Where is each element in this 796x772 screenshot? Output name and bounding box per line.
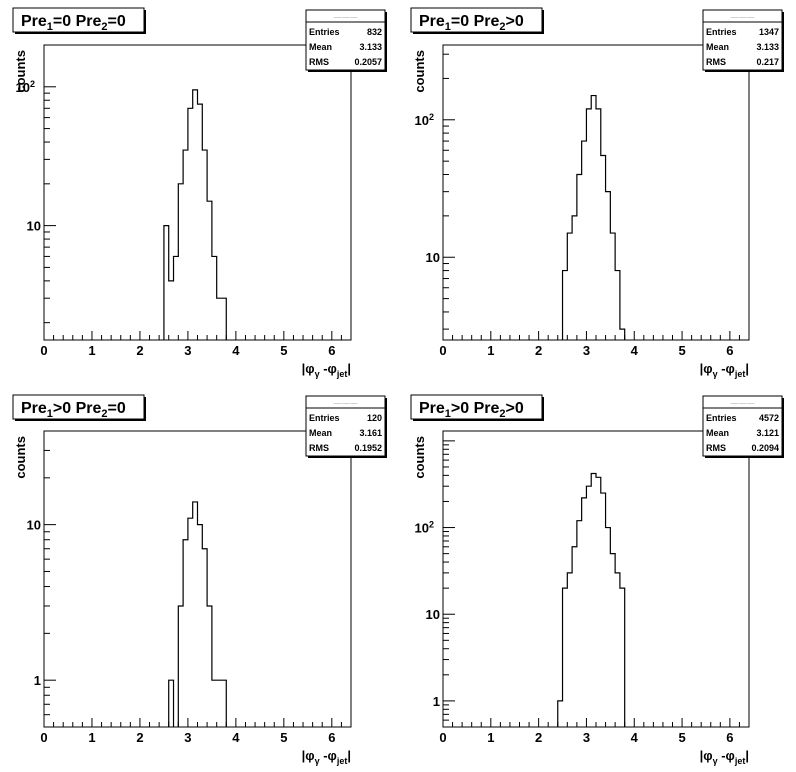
stats-key: RMS bbox=[706, 443, 726, 453]
stats-name: -------- ------- ------- bbox=[731, 15, 755, 19]
stats-value: 120 bbox=[367, 413, 382, 423]
x-tick-label: 6 bbox=[328, 730, 335, 745]
y-tick-label: 102 bbox=[415, 112, 434, 128]
plot-frame bbox=[43, 44, 352, 341]
stats-box bbox=[702, 395, 783, 457]
x-axis-label: |φγ -φjet| bbox=[302, 748, 351, 766]
y-tick-label: 10 bbox=[426, 607, 440, 622]
histogram-series bbox=[561, 94, 626, 340]
histogram-panel-2: 0 1 2 3 4 5 6 10 102 counts |φγ -φjet| Pre1=0 Pre2>… bbox=[410, 7, 784, 379]
x-tick-label: 1 bbox=[487, 730, 494, 745]
stats-value: 3.161 bbox=[359, 428, 382, 438]
stats-key: Entries bbox=[706, 27, 737, 37]
x-tick-label: 0 bbox=[40, 343, 47, 358]
x-axis-label: |φγ -φjet| bbox=[302, 361, 351, 379]
x-tick-label: 3 bbox=[184, 343, 191, 358]
y-tick-label: 10 bbox=[27, 219, 41, 234]
x-tick-label: 4 bbox=[631, 730, 639, 745]
stats-value: 1347 bbox=[759, 27, 779, 37]
stats-key: RMS bbox=[309, 57, 329, 67]
x-tick-label: 2 bbox=[136, 343, 143, 358]
y-tick-label: 1 bbox=[433, 694, 440, 709]
plot-frame bbox=[442, 44, 750, 341]
x-tick-label: 1 bbox=[487, 343, 494, 358]
stats-box bbox=[305, 395, 386, 457]
x-axis-label: |φγ -φjet| bbox=[700, 748, 749, 766]
panel-title: Pre1=0 Pre2=0 bbox=[21, 13, 126, 33]
x-tick-label: 5 bbox=[280, 343, 287, 358]
x-axis-label: |φγ -φjet| bbox=[700, 361, 749, 379]
stats-key: Entries bbox=[706, 413, 737, 423]
y-tick-label: 10 bbox=[426, 250, 440, 265]
x-tick-label: 2 bbox=[535, 730, 542, 745]
histogram-series bbox=[557, 472, 626, 727]
stats-value: 3.121 bbox=[756, 428, 779, 438]
stats-key: RMS bbox=[706, 57, 726, 67]
y-tick-label: 102 bbox=[415, 520, 434, 536]
title-box bbox=[12, 394, 145, 420]
x-tick-label: 6 bbox=[328, 343, 335, 358]
title-box bbox=[12, 7, 145, 33]
stats-value: 3.133 bbox=[756, 42, 779, 52]
stats-value: 0.2057 bbox=[354, 57, 382, 67]
x-tick-label: 6 bbox=[726, 730, 733, 745]
stats-value: 0.2094 bbox=[751, 443, 779, 453]
stats-name: -------- ------- ------- bbox=[334, 401, 358, 405]
y-tick-label: 102 bbox=[16, 79, 35, 95]
x-tick-label: 0 bbox=[439, 343, 446, 358]
x-tick-label: 4 bbox=[631, 343, 639, 358]
y-axis-label: counts bbox=[412, 50, 427, 93]
x-tick-label: 5 bbox=[678, 730, 685, 745]
panel-title: Pre1=0 Pre2>0 bbox=[419, 13, 524, 33]
stats-key: Entries bbox=[309, 27, 340, 37]
x-tick-label: 4 bbox=[232, 343, 240, 358]
x-tick-label: 5 bbox=[280, 730, 287, 745]
plot-frame bbox=[43, 430, 352, 728]
y-tick-label: 10 bbox=[27, 518, 41, 533]
x-tick-label: 3 bbox=[184, 730, 191, 745]
x-tick-label: 6 bbox=[726, 343, 733, 358]
histogram-panel-4: 0 1 2 3 4 5 6 1 10 102 counts |φγ -φjet| Pre1>0 Pre2… bbox=[410, 394, 784, 766]
histogram-panel-3: 0 1 2 3 4 5 6 1 10 counts |φγ -φjet| Pre1>0 Pre2=0 -… bbox=[12, 394, 387, 766]
x-tick-label: 5 bbox=[678, 343, 685, 358]
x-tick-label: 2 bbox=[535, 343, 542, 358]
stats-name: -------- ------- ------- bbox=[334, 15, 358, 19]
y-axis-label: counts bbox=[13, 436, 28, 479]
title-box bbox=[410, 7, 543, 33]
panel-title: Pre1>0 Pre2=0 bbox=[21, 400, 126, 420]
stats-box bbox=[305, 9, 386, 71]
histogram-series bbox=[168, 501, 227, 727]
x-tick-label: 0 bbox=[439, 730, 446, 745]
stats-name: -------- ------- ------- bbox=[731, 401, 755, 405]
x-tick-label: 1 bbox=[88, 343, 95, 358]
x-tick-label: 3 bbox=[583, 343, 590, 358]
x-tick-label: 3 bbox=[583, 730, 590, 745]
stats-value: 0.1952 bbox=[354, 443, 382, 453]
stats-key: Mean bbox=[706, 428, 729, 438]
x-tick-label: 2 bbox=[136, 730, 143, 745]
stats-key: Mean bbox=[309, 428, 332, 438]
title-box bbox=[410, 394, 543, 420]
panel-title: Pre1>0 Pre2>0 bbox=[419, 400, 524, 420]
stats-value: 3.133 bbox=[359, 42, 382, 52]
x-tick-label: 4 bbox=[232, 730, 240, 745]
y-axis-label: counts bbox=[412, 436, 427, 479]
stats-key: Entries bbox=[309, 413, 340, 423]
y-tick-label: 1 bbox=[34, 673, 41, 688]
stats-key: RMS bbox=[309, 443, 329, 453]
stats-box bbox=[702, 9, 783, 71]
y-axis-label: counts bbox=[13, 50, 28, 93]
x-tick-label: 1 bbox=[88, 730, 95, 745]
stats-key: Mean bbox=[309, 42, 332, 52]
stats-value: 0.217 bbox=[756, 57, 779, 67]
stats-key: Mean bbox=[706, 42, 729, 52]
stats-value: 832 bbox=[367, 27, 382, 37]
x-tick-label: 0 bbox=[40, 730, 47, 745]
histogram-series bbox=[163, 89, 227, 340]
stats-value: 4572 bbox=[759, 413, 779, 423]
